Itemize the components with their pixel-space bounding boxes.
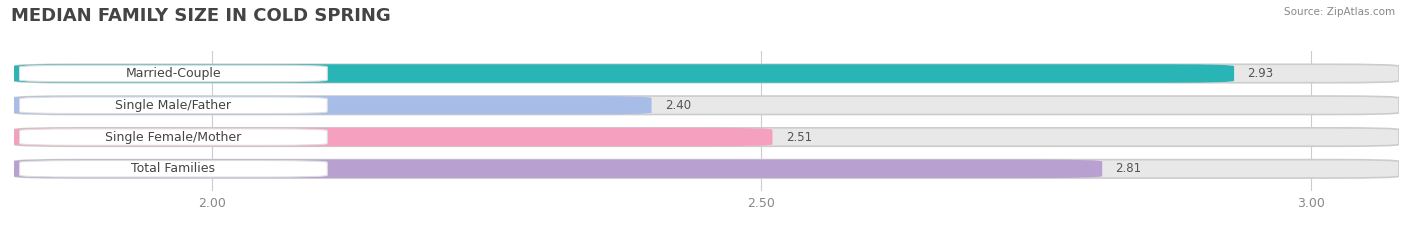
Text: Total Families: Total Families [131,162,215,175]
FancyBboxPatch shape [14,160,1102,178]
Text: 2.93: 2.93 [1247,67,1274,80]
FancyBboxPatch shape [14,96,651,114]
Text: 2.40: 2.40 [665,99,690,112]
FancyBboxPatch shape [20,161,328,177]
FancyBboxPatch shape [20,129,328,145]
FancyBboxPatch shape [20,97,328,113]
FancyBboxPatch shape [14,64,1234,83]
FancyBboxPatch shape [14,96,1399,114]
Text: Source: ZipAtlas.com: Source: ZipAtlas.com [1284,7,1395,17]
Text: Married-Couple: Married-Couple [125,67,221,80]
Text: Single Female/Mother: Single Female/Mother [105,130,242,144]
FancyBboxPatch shape [14,128,772,146]
FancyBboxPatch shape [14,160,1399,178]
FancyBboxPatch shape [14,128,1399,146]
Text: Single Male/Father: Single Male/Father [115,99,232,112]
Text: 2.51: 2.51 [786,130,811,144]
Text: 2.81: 2.81 [1115,162,1142,175]
Text: MEDIAN FAMILY SIZE IN COLD SPRING: MEDIAN FAMILY SIZE IN COLD SPRING [11,7,391,25]
FancyBboxPatch shape [20,65,328,82]
FancyBboxPatch shape [14,64,1399,83]
